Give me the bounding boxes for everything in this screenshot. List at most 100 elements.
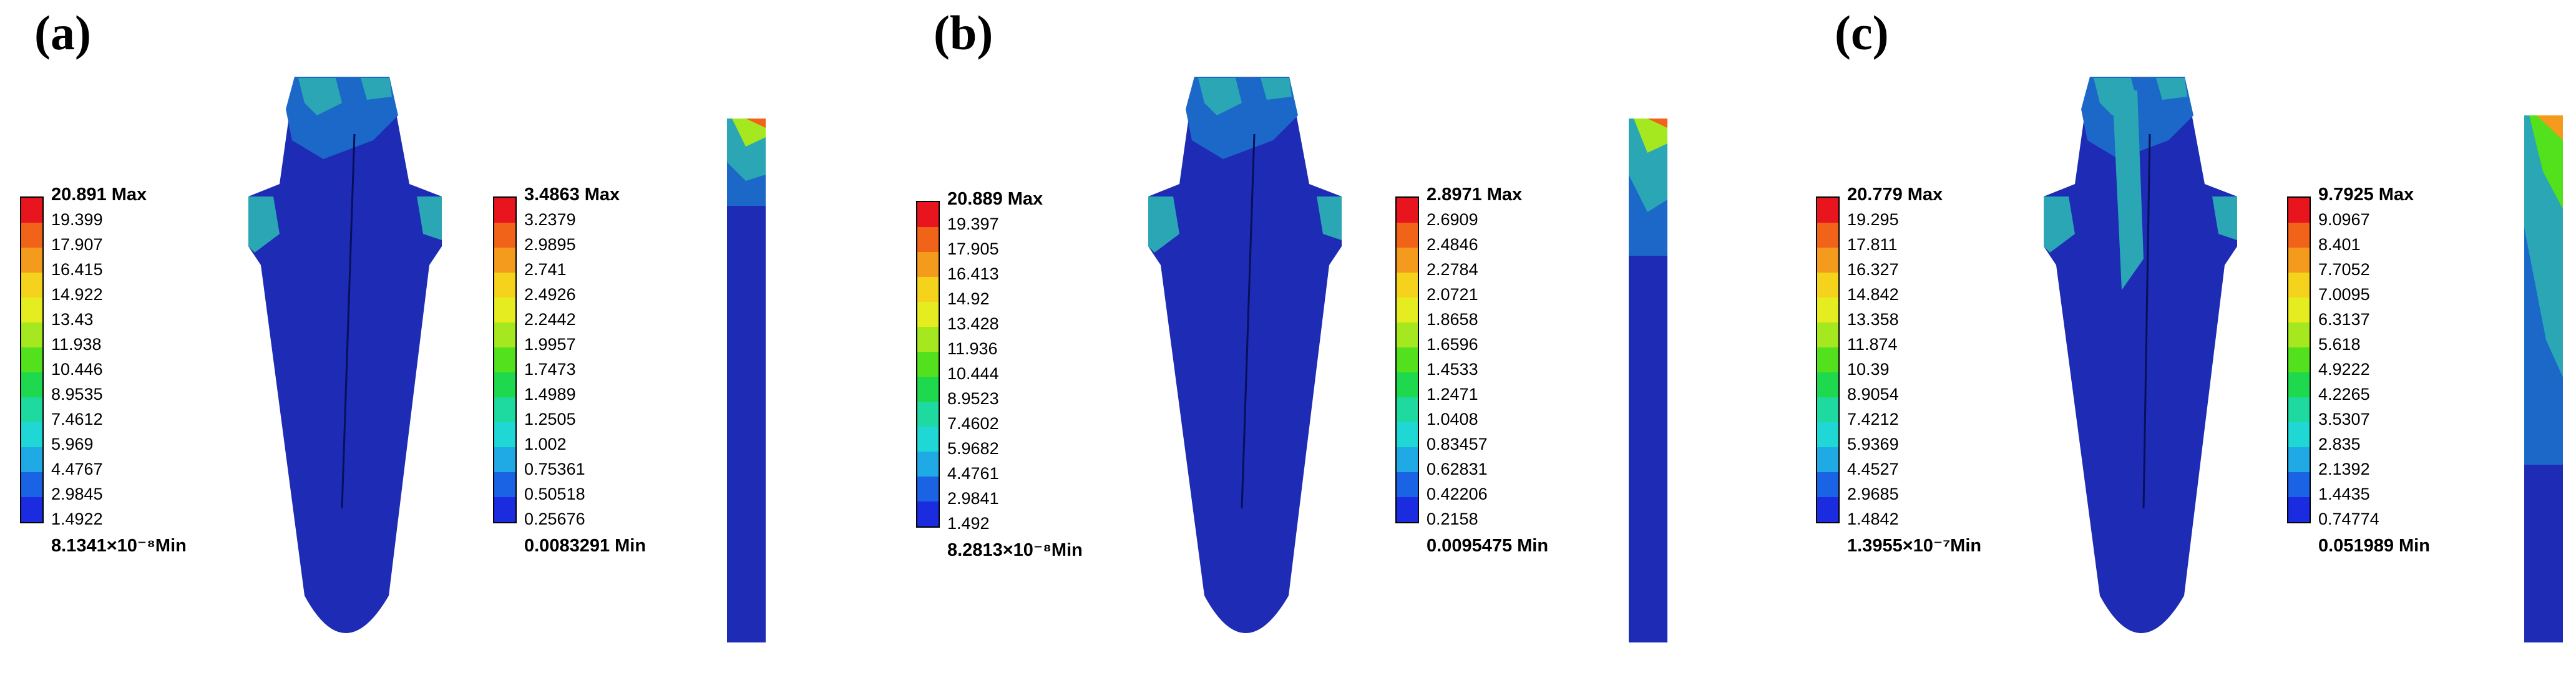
legend-swatch bbox=[2288, 372, 2310, 397]
legend-swatch bbox=[2288, 273, 2310, 298]
legend-swatch bbox=[917, 252, 939, 277]
legend-tick-label: 8.9535 bbox=[51, 385, 103, 404]
legend-tick-label: 2.4846 bbox=[1427, 235, 1478, 254]
legend-swatch bbox=[1817, 248, 1838, 273]
legend-swatch bbox=[494, 372, 515, 397]
legend-swatch bbox=[1817, 273, 1838, 298]
legend-swatch bbox=[1397, 447, 1418, 472]
legend-tick-label: 7.0095 bbox=[2318, 285, 2370, 304]
legend-tick-label: 16.327 bbox=[1847, 260, 1899, 279]
legend-tick-label: 14.92 bbox=[947, 289, 990, 308]
legend-swatch bbox=[1397, 248, 1418, 273]
legend-tick-label: 13.43 bbox=[51, 310, 94, 329]
legend-tick-label: 7.4612 bbox=[51, 410, 103, 429]
legend-tick-label: 19.295 bbox=[1847, 210, 1899, 229]
legend-tick-label: 1.2505 bbox=[524, 410, 576, 429]
implant-model-c bbox=[2044, 72, 2237, 671]
legend-swatch bbox=[2288, 497, 2310, 522]
legend-tick-label: 1.0408 bbox=[1427, 410, 1478, 429]
legend-swatch bbox=[1817, 198, 1838, 223]
legend-swatch bbox=[2288, 298, 2310, 322]
legend-color-bar bbox=[916, 201, 940, 528]
legend-swatch bbox=[1817, 372, 1838, 397]
legend-tick-label: 10.446 bbox=[51, 360, 103, 379]
legend-color-bar bbox=[1816, 196, 1840, 523]
legend-tick-label: 1.4989 bbox=[524, 385, 576, 404]
legend-swatch bbox=[917, 277, 939, 302]
legend-tick-label: 13.428 bbox=[947, 314, 999, 333]
legend-tick-label: 1.4842 bbox=[1847, 510, 1899, 528]
legend-swatch bbox=[494, 223, 515, 248]
legend-swatch bbox=[1397, 497, 1418, 522]
legend-tick-label: 2.4926 bbox=[524, 285, 576, 304]
legend-tick-label: 0.50518 bbox=[524, 485, 585, 503]
legend-min-label: 8.2813×10⁻⁸Min bbox=[947, 540, 1083, 560]
legend-max-label: 2.8971 Max bbox=[1427, 185, 1523, 205]
legend-tick-label: 0.2158 bbox=[1427, 510, 1478, 528]
legend-min-label: 0.051989 Min bbox=[2318, 536, 2430, 556]
legend-tick-label: 4.4767 bbox=[51, 460, 103, 478]
legend-tick-label: 0.25676 bbox=[524, 510, 585, 528]
post-model-a bbox=[727, 119, 766, 642]
legend-swatch bbox=[917, 302, 939, 327]
legend-min-label: 8.1341×10⁻⁸Min bbox=[51, 536, 187, 556]
legend-min-label: 0.0095475 Min bbox=[1427, 536, 1549, 556]
legend-tick-label: 1.6596 bbox=[1427, 335, 1478, 354]
legend-swatch bbox=[1397, 273, 1418, 298]
legend-swatch bbox=[2288, 223, 2310, 248]
legend-swatch bbox=[21, 347, 42, 372]
legend-tick-label: 13.358 bbox=[1847, 310, 1899, 329]
implant-model-b bbox=[1148, 72, 1342, 671]
legend-color-bar bbox=[1395, 196, 1419, 523]
legend-tick-label: 16.415 bbox=[51, 260, 103, 279]
legend-swatch bbox=[2288, 422, 2310, 447]
legend-color-bar bbox=[20, 196, 44, 523]
legend-swatch bbox=[494, 198, 515, 223]
legend-swatch bbox=[2288, 447, 2310, 472]
legend-swatch bbox=[494, 497, 515, 522]
legend-max-label: 20.779 Max bbox=[1847, 185, 1943, 205]
legend-swatch bbox=[1397, 322, 1418, 347]
legend-swatch bbox=[494, 397, 515, 422]
legend-tick-label: 0.74774 bbox=[2318, 510, 2379, 528]
legend-swatch bbox=[1397, 372, 1418, 397]
legend-swatch bbox=[2288, 397, 2310, 422]
legend-tick-label: 14.922 bbox=[51, 285, 103, 304]
legend-swatch bbox=[21, 248, 42, 273]
legend-tick-label: 17.811 bbox=[1847, 235, 1898, 254]
legend-swatch bbox=[1817, 298, 1838, 322]
legend-min-label: 1.3955×10⁻⁷Min bbox=[1847, 536, 1982, 556]
legend-swatch bbox=[494, 447, 515, 472]
legend-color-bar bbox=[493, 196, 517, 523]
legend-swatch bbox=[917, 427, 939, 452]
legend-swatch bbox=[2288, 472, 2310, 497]
legend-tick-label: 14.842 bbox=[1847, 285, 1899, 304]
legend-tick-label: 2.835 bbox=[2318, 435, 2361, 453]
legend-swatch bbox=[1397, 422, 1418, 447]
legend-swatch bbox=[1397, 472, 1418, 497]
legend-max-label: 3.4863 Max bbox=[524, 185, 620, 205]
legend-tick-label: 17.907 bbox=[51, 235, 103, 254]
legend-tick-label: 1.4533 bbox=[1427, 360, 1478, 379]
legend-swatch bbox=[917, 477, 939, 501]
legend-tick-label: 2.741 bbox=[524, 260, 567, 279]
legend-swatch bbox=[917, 202, 939, 227]
legend-tick-label: 8.9523 bbox=[947, 389, 999, 408]
legend-swatch bbox=[21, 223, 42, 248]
legend-max-label: 20.891 Max bbox=[51, 185, 147, 205]
legend-max-label: 20.889 Max bbox=[947, 189, 1043, 209]
legend-swatch bbox=[2288, 322, 2310, 347]
legend-swatch bbox=[917, 501, 939, 526]
legend-tick-label: 7.4602 bbox=[947, 414, 999, 433]
legend-swatch bbox=[1817, 322, 1838, 347]
legend-tick-label: 17.905 bbox=[947, 240, 999, 258]
legend-tick-label: 3.5307 bbox=[2318, 410, 2370, 429]
legend-swatch bbox=[1817, 447, 1838, 472]
legend-swatch bbox=[1397, 347, 1418, 372]
legend-tick-label: 0.62831 bbox=[1427, 460, 1488, 478]
legend-tick-label: 6.3137 bbox=[2318, 310, 2370, 329]
legend-swatch bbox=[917, 402, 939, 427]
legend-swatch bbox=[1817, 223, 1838, 248]
legend-swatch bbox=[1397, 198, 1418, 223]
panel-label-b: (b) bbox=[934, 6, 993, 60]
